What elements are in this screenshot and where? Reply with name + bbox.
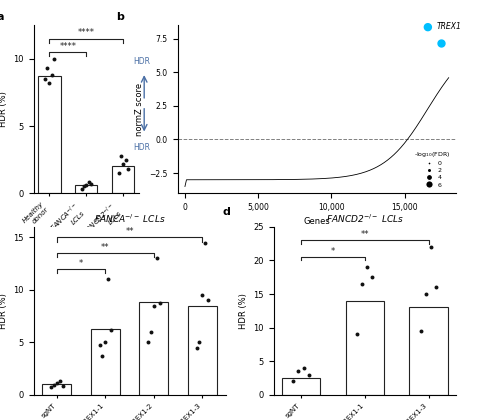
Point (120, 160, 127, 167)
Point (98, 352, 106, 359)
X-axis label: Genes: Genes (303, 218, 330, 226)
Point (124, 165, 132, 172)
Point (56, 378, 64, 385)
Point (437, 39, 445, 46)
Point (289, 378, 297, 385)
Point (85, 179, 93, 186)
Point (41, 76, 49, 82)
Y-axis label: HDR (%): HDR (%) (0, 91, 8, 127)
Point (204, 297, 212, 304)
Point (147, 328, 155, 335)
Text: d: d (223, 207, 230, 217)
Point (101, 339, 109, 346)
Bar (409, 307, 448, 395)
Point (46, 80, 53, 87)
Point (47, 384, 55, 391)
Point (59, 383, 67, 390)
Text: TREX1: TREX1 (436, 22, 461, 31)
Y-axis label: HDR (%): HDR (%) (239, 293, 248, 329)
Bar (112, 166, 134, 193)
Point (117, 152, 125, 159)
Point (192, 344, 200, 351)
Point (305, 371, 312, 378)
Text: *: * (331, 247, 335, 256)
Point (202, 239, 209, 246)
Text: HDR: HDR (133, 143, 150, 152)
Point (363, 264, 371, 270)
Point (53, 380, 60, 386)
Text: ****: **** (78, 28, 95, 37)
Point (48, 71, 56, 78)
Bar (188, 305, 217, 395)
Point (153, 255, 161, 262)
Point (78, 186, 86, 192)
Y-axis label: HDR (%): HDR (%) (0, 293, 8, 329)
Point (108, 326, 115, 333)
Point (105, 276, 112, 283)
Text: **: ** (125, 227, 134, 236)
Title: FANCA$^{-/-}$ LCLs: FANCA$^{-/-}$ LCLs (94, 212, 166, 225)
Point (432, 284, 440, 291)
Bar (139, 302, 168, 395)
Point (80, 183, 88, 190)
Bar (282, 378, 320, 395)
Point (359, 281, 366, 287)
Point (300, 365, 307, 371)
Text: HDR: HDR (133, 57, 150, 66)
Text: *: * (79, 259, 83, 268)
Y-axis label: normZ score: normZ score (135, 83, 144, 136)
Bar (38, 76, 60, 193)
Text: ****: **** (60, 42, 76, 51)
Point (150, 302, 158, 309)
Bar (91, 328, 120, 395)
Point (96, 342, 103, 349)
Text: **: ** (360, 230, 369, 239)
Point (50, 382, 58, 389)
Text: a: a (0, 12, 4, 22)
Point (199, 291, 206, 298)
Title: FANCD2$^{-/-}$ LCLs: FANCD2$^{-/-}$ LCLs (326, 212, 404, 225)
Point (115, 170, 123, 176)
Point (83, 182, 90, 189)
Point (87, 181, 95, 187)
Point (156, 300, 164, 307)
Point (295, 368, 302, 375)
Point (427, 244, 435, 250)
Point (353, 331, 361, 338)
Text: b: b (116, 12, 124, 22)
Legend: 0, 2, 4, 6: 0, 2, 4, 6 (411, 147, 453, 190)
Point (369, 274, 376, 281)
Text: ●: ● (422, 22, 436, 32)
Point (144, 339, 152, 346)
Bar (75, 185, 97, 193)
Bar (346, 301, 384, 395)
Text: **: ** (101, 243, 109, 252)
Point (50, 55, 58, 62)
Point (195, 339, 203, 346)
Point (43, 65, 51, 71)
Point (122, 156, 130, 163)
Bar (42, 384, 72, 395)
Point (422, 291, 430, 297)
Point (417, 328, 425, 334)
